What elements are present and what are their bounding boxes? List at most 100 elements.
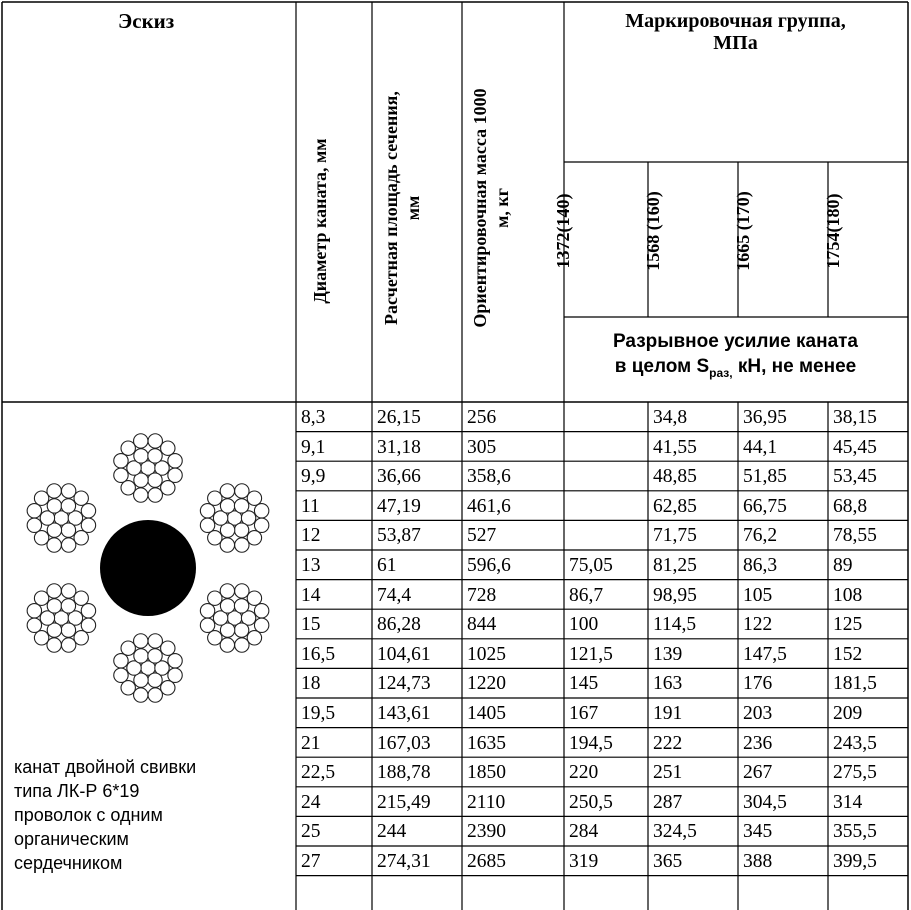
rope-wire — [60, 598, 77, 614]
table-cell: 274,31 — [377, 851, 431, 872]
table-cell: 76,2 — [743, 525, 778, 547]
table-cell: 41,55 — [653, 436, 697, 458]
table-cell: 74,4 — [377, 584, 412, 606]
table-cell: 388 — [743, 851, 773, 872]
header-grade-2: 1568 (160) — [643, 191, 663, 271]
rope-wire — [120, 680, 136, 696]
table-cell: 527 — [467, 525, 497, 547]
rope-wire — [133, 648, 149, 664]
table-cell: 36,95 — [743, 407, 787, 428]
table-cell: 26,15 — [377, 407, 421, 428]
rope-wire — [60, 483, 77, 499]
table-cell: 71,75 — [653, 525, 697, 547]
table-cell: 51,85 — [743, 466, 787, 488]
rope-strand — [199, 483, 270, 553]
header-mass-line2: м, кг — [491, 188, 512, 228]
rope-wire — [246, 530, 263, 546]
table-cell: 16,5 — [301, 643, 336, 665]
rope-wire — [167, 453, 183, 469]
rope-wire — [60, 622, 77, 638]
table-cell: 399,5 — [833, 851, 877, 872]
table-cell: 18 — [301, 673, 321, 695]
header-force-sub: раз, — [709, 365, 733, 380]
rope-wire — [120, 640, 136, 656]
rope-wire — [113, 667, 129, 683]
table-cell: 145 — [569, 673, 599, 695]
rope-wire — [253, 603, 270, 619]
table-cell: 34,8 — [653, 407, 688, 428]
table-cell: 61 — [377, 555, 397, 576]
table-cell: 167,03 — [377, 732, 431, 754]
rope-wire — [246, 630, 263, 646]
rope-wire — [199, 603, 216, 619]
table-cell: 147,5 — [743, 643, 787, 665]
rope-wire — [113, 653, 129, 669]
rope-wire — [219, 637, 236, 653]
table-cell: 844 — [467, 614, 497, 636]
table-cell: 121,5 — [569, 643, 613, 665]
table-cell: 75,05 — [569, 555, 613, 576]
rope-wire — [126, 460, 142, 476]
table-cell: 44,1 — [743, 436, 778, 458]
table-cell: 1025 — [467, 643, 506, 665]
rope-wire — [233, 622, 250, 638]
table-cell: 305 — [467, 436, 497, 458]
rope-wire — [234, 483, 250, 499]
table-cell: 244 — [377, 821, 407, 843]
table-cell: 1850 — [467, 762, 506, 784]
rope-wire — [73, 530, 89, 546]
rope-wire — [234, 583, 250, 599]
table-cell: 215,49 — [377, 791, 431, 813]
header-force-line1: Разрывное усилие каната — [612, 331, 859, 352]
rope-wire — [80, 503, 97, 519]
table-cell: 143,61 — [377, 703, 431, 724]
rope-wire — [246, 490, 263, 506]
rope-wire — [212, 610, 229, 626]
table-cell: 152 — [833, 643, 863, 665]
rope-wire — [253, 617, 270, 633]
table-cell: 45,45 — [833, 436, 877, 458]
table-cell: 2390 — [467, 821, 506, 843]
rope-wire — [167, 653, 183, 669]
rope-wire — [60, 498, 77, 514]
header-grade-1: 1372(140) — [553, 193, 573, 269]
table-cell: 596,6 — [467, 555, 511, 576]
table-cell: 81,25 — [653, 555, 697, 576]
table-cell: 1220 — [467, 673, 506, 695]
rope-wire — [133, 687, 149, 703]
rope-wire — [33, 590, 50, 606]
rope-wire — [240, 610, 257, 626]
header-force-prefix: в целом S — [614, 355, 710, 377]
rope-wire — [160, 640, 176, 656]
rope-strand — [113, 633, 183, 703]
rope-wire — [73, 630, 89, 646]
rope-wire — [46, 583, 62, 599]
table-cell: 27 — [301, 851, 321, 872]
rope-wire — [133, 448, 149, 464]
table-cell: 728 — [467, 584, 497, 606]
rope-wire — [147, 433, 163, 449]
rope-wire — [207, 590, 223, 606]
rope-core — [100, 520, 196, 616]
header-area-line1: Расчетная площадь сечения, — [381, 91, 401, 325]
rope-wire — [199, 517, 216, 533]
rope-wire — [154, 460, 170, 476]
rope-wire — [219, 598, 236, 614]
rope-wire — [147, 472, 163, 488]
rope-wire — [154, 660, 170, 676]
table-cell: 167 — [569, 703, 599, 724]
table-cell: 163 — [653, 673, 683, 695]
rope-strand — [26, 583, 97, 653]
table-cell: 275,5 — [833, 762, 877, 784]
table-cell: 191 — [653, 703, 683, 724]
table-cell: 139 — [653, 643, 683, 665]
table-cell: 48,85 — [653, 466, 697, 488]
rope-strand — [113, 433, 183, 503]
header-diameter: Диаметр каната, мм — [310, 56, 332, 386]
rope-wire — [219, 483, 236, 499]
rope-wire — [147, 487, 163, 503]
rope-wire — [219, 583, 236, 599]
rope-wire — [147, 648, 163, 664]
table-cell: 114,5 — [653, 614, 697, 636]
